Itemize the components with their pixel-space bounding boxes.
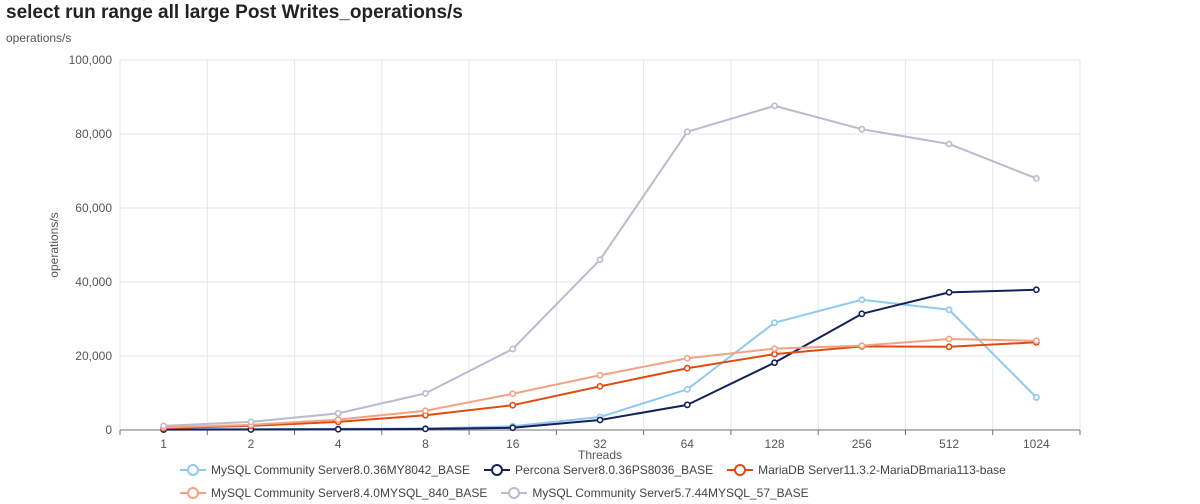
- data-point[interactable]: [683, 128, 691, 136]
- x-axis-title: Threads: [578, 448, 622, 462]
- data-point[interactable]: [422, 407, 429, 415]
- legend-label: Percona Server8.0.36PS8036_BASE: [515, 462, 714, 477]
- data-point[interactable]: [596, 382, 604, 390]
- legend-item[interactable]: MariaDB Server11.3.2-MariaDBmaria113-bas…: [727, 463, 1006, 477]
- data-point[interactable]: [422, 389, 429, 397]
- data-point[interactable]: [1032, 286, 1040, 294]
- data-point[interactable]: [945, 140, 953, 148]
- legend-swatch-icon: [180, 463, 206, 476]
- legend-label: MySQL Community Server8.0.36MY8042_BASE: [211, 462, 471, 477]
- x-tick-label: 128: [765, 437, 785, 451]
- data-point[interactable]: [596, 256, 604, 264]
- data-point[interactable]: [1032, 337, 1040, 345]
- x-tick-label: 32: [593, 437, 607, 451]
- y-tick-label: 0: [105, 423, 112, 437]
- legend-swatch-icon: [501, 486, 528, 499]
- legend-swatch-marker: [734, 463, 747, 476]
- x-tick-label: 4: [335, 437, 342, 451]
- data-point[interactable]: [945, 306, 953, 314]
- x-tick-label: 1: [160, 437, 167, 451]
- data-point[interactable]: [1032, 394, 1040, 401]
- x-tick-label: 512: [939, 437, 959, 451]
- data-point[interactable]: [858, 342, 866, 350]
- x-tick-label: 8: [422, 437, 429, 451]
- data-point[interactable]: [1032, 174, 1040, 182]
- data-point[interactable]: [683, 354, 691, 362]
- data-point[interactable]: [160, 422, 168, 430]
- data-point[interactable]: [509, 390, 517, 398]
- legend-swatch-marker: [508, 486, 521, 499]
- data-point[interactable]: [334, 409, 342, 417]
- chart-title: select run range all large Post Writes_o…: [6, 2, 463, 23]
- legend-item[interactable]: Percona Server8.0.36PS8036_BASE: [484, 463, 713, 477]
- x-tick-label: 1024: [1023, 437, 1050, 451]
- data-point[interactable]: [858, 310, 866, 318]
- legend-item[interactable]: MySQL Community Server8.4.0MYSQL_840_BAS…: [180, 486, 487, 500]
- data-point[interactable]: [683, 364, 691, 372]
- data-point[interactable]: [858, 296, 866, 304]
- x-tick-label: 16: [506, 437, 520, 451]
- legend-item[interactable]: MySQL Community Server8.0.36MY8042_BASE: [180, 463, 470, 477]
- data-point[interactable]: [596, 416, 604, 424]
- data-point[interactable]: [771, 359, 778, 367]
- data-point[interactable]: [683, 401, 691, 409]
- legend-swatch-marker: [187, 463, 199, 476]
- y-tick-label: 40,000: [75, 275, 112, 289]
- legend-row: MySQL Community Server8.0.36MY8042_BASE …: [180, 458, 1080, 481]
- legend-label: MySQL Community Server8.4.0MYSQL_840_BAS…: [211, 485, 488, 500]
- data-point[interactable]: [683, 385, 691, 393]
- legend-item[interactable]: MySQL Community Server5.7.44MYSQL_57_BAS…: [501, 485, 809, 500]
- legend-swatch-icon: [484, 463, 511, 476]
- data-point[interactable]: [771, 102, 778, 110]
- legend-swatch-icon: [180, 486, 206, 499]
- legend-row: MySQL Community Server8.4.0MYSQL_840_BAS…: [180, 481, 1080, 504]
- y-axis-title: operations/s: [47, 212, 61, 277]
- legend: MySQL Community Server8.0.36MY8042_BASE …: [180, 458, 1080, 504]
- legend-label: MySQL Community Server5.7.44MYSQL_57_BAS…: [532, 485, 809, 500]
- data-point[interactable]: [771, 345, 778, 352]
- data-point[interactable]: [771, 319, 778, 327]
- chart-subtitle: operations/s: [6, 31, 72, 45]
- data-point[interactable]: [945, 335, 953, 343]
- data-point[interactable]: [858, 125, 866, 133]
- y-tick-label: 80,000: [75, 127, 112, 141]
- data-point[interactable]: [247, 418, 255, 426]
- data-point[interactable]: [422, 425, 429, 433]
- data-point[interactable]: [509, 401, 517, 409]
- y-tick-label: 60,000: [75, 201, 112, 215]
- data-point[interactable]: [334, 425, 342, 433]
- data-point[interactable]: [945, 343, 953, 351]
- data-point[interactable]: [771, 350, 778, 358]
- x-tick-label: 64: [681, 437, 695, 451]
- data-point[interactable]: [509, 345, 517, 353]
- x-tick-label: 2: [248, 437, 255, 451]
- x-tick-label: 256: [852, 437, 872, 451]
- legend-swatch-marker: [187, 486, 199, 499]
- y-tick-label: 100,000: [69, 53, 113, 67]
- data-point[interactable]: [334, 416, 342, 424]
- data-point[interactable]: [945, 288, 953, 296]
- data-point[interactable]: [509, 424, 517, 432]
- legend-swatch-marker: [491, 463, 504, 476]
- legend-swatch-icon: [727, 463, 754, 476]
- data-point[interactable]: [596, 371, 604, 379]
- legend-label: MariaDB Server11.3.2-MariaDBmaria113-bas…: [758, 462, 1006, 477]
- y-tick-label: 20,000: [75, 349, 112, 363]
